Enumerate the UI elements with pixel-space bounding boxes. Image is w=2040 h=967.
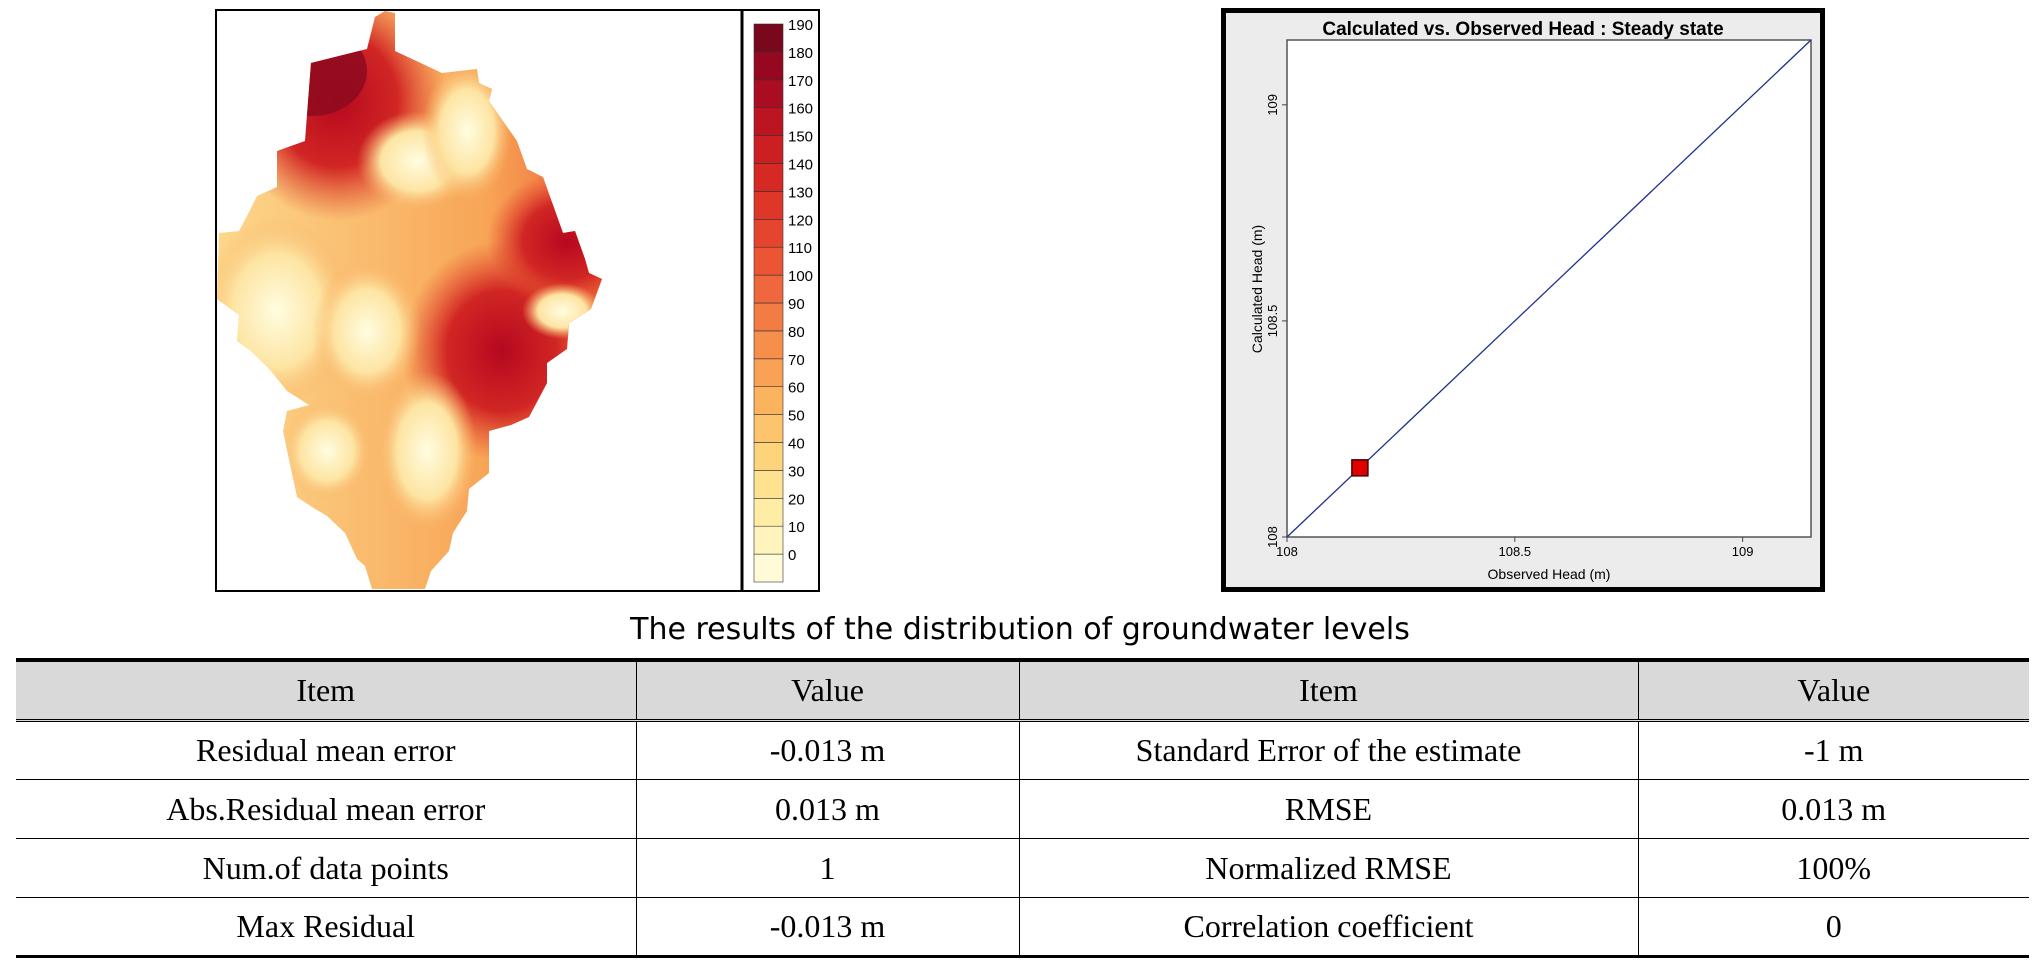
table-cell: RMSE <box>1019 779 1639 839</box>
colorbar-tick-label: 130 <box>788 184 813 201</box>
column-header: Item <box>1019 660 1639 721</box>
x-axis-label: Observed Head (m) <box>1488 566 1611 582</box>
table-row: Max Residual -0.013 m Correlation coeffi… <box>16 897 2029 957</box>
y-tick-label: 108.5 <box>1265 305 1280 338</box>
column-header: Value <box>1797 672 1871 708</box>
table-cell: 0 <box>1825 908 1842 944</box>
table-cell: -1 m <box>1803 732 1864 768</box>
colorbar-swatch <box>753 302 784 332</box>
x-tick-label: 109 <box>1732 544 1754 559</box>
colorbar-swatch <box>753 525 784 555</box>
colorbar-swatch <box>753 23 784 53</box>
scatter-plot-panel: Calculated vs. Observed Head : Steady st… <box>1221 8 1825 592</box>
colorbar-swatch <box>753 330 784 360</box>
colorbar-tick-label: 160 <box>788 101 813 118</box>
colorbar-tick-label: 110 <box>788 240 812 257</box>
table-cell: Normalized RMSE <box>1019 838 1639 898</box>
colorbar-tick-label: 140 <box>788 157 813 174</box>
colorbar-tick-label: 0 <box>788 547 796 564</box>
table-cell: 1 <box>636 838 1020 898</box>
colorbar-swatch <box>753 79 784 109</box>
colorbar-tick-label: 20 <box>788 491 805 508</box>
column-header: Item <box>16 660 637 721</box>
contour-map-panel: 0 10 20 30 40 50 60 70 80 90 100 110 120 130 140 150 160… <box>215 9 820 592</box>
colorbar-tick-label: 80 <box>788 324 805 341</box>
reference-line <box>1286 39 1812 538</box>
y-axis-label: Calculated Head (m) <box>1249 225 1265 353</box>
colorbar-tick-label: 120 <box>788 212 813 229</box>
colorbar-swatch <box>753 219 784 248</box>
colorbar-swatch <box>753 51 784 81</box>
table-cell: -0.013 m <box>636 720 1020 780</box>
colorbar-swatch <box>753 414 784 443</box>
scatter-title: Calculated vs. Observed Head : Steady st… <box>1322 19 1723 40</box>
contour-map: 0 10 20 30 40 50 60 70 80 90 100 110 120 130 140 150 160… <box>217 11 813 590</box>
colorbar-tick-label: 100 <box>788 268 813 285</box>
colorbar-swatch <box>753 135 784 164</box>
colorbar-tick-label: 60 <box>788 380 805 397</box>
colorbar: 0 10 20 30 40 50 60 70 80 90 100 110 120 130 140 150 160… <box>753 17 813 583</box>
table-cell: -0.013 m <box>636 897 1020 957</box>
y-tick-label: 109 <box>1265 94 1280 116</box>
table-cell: Correlation coefficient <box>1019 897 1639 957</box>
colorbar-swatch <box>753 358 784 387</box>
data-point <box>1351 459 1369 477</box>
colorbar-tick-label: 30 <box>788 463 805 480</box>
colorbar-swatch <box>753 163 784 192</box>
table-cell: 0.013 m <box>636 779 1020 839</box>
column-header: Value <box>636 660 1020 721</box>
table-cell: Num.of data points <box>16 838 637 898</box>
table-header-row: Item Value Item Value <box>16 660 2029 721</box>
table-cell: Standard Error of the estimate <box>1019 720 1639 780</box>
colorbar-swatch <box>753 442 784 471</box>
table-row: Num.of data points 1 Normalized RMSE 100… <box>16 838 2029 898</box>
y-tick-label: 108 <box>1265 526 1280 548</box>
table-cell: 0.013 m <box>1781 790 1887 827</box>
table-row: Abs.Residual mean error 0.013 m RMSE 0.0… <box>16 779 2029 839</box>
colorbar-tick-label: 180 <box>788 45 813 62</box>
colorbar-tick-label: 190 <box>788 17 813 34</box>
colorbar-swatch <box>753 274 784 304</box>
colorbar-tick-label: 170 <box>788 73 813 90</box>
scatter-plot: Calculated vs. Observed Head : Steady st… <box>1249 19 1812 582</box>
colorbar-swatch <box>753 246 784 276</box>
table-row: Residual mean error -0.013 m Standard Er… <box>16 720 2029 780</box>
colorbar-tick-label: 70 <box>788 352 805 369</box>
colorbar-tick-label: 10 <box>788 519 805 536</box>
x-tick-label: 108 <box>1276 544 1298 559</box>
table-cell: 100% <box>1796 849 1872 886</box>
colorbar-swatch <box>753 553 784 583</box>
colorbar-swatch <box>753 107 784 136</box>
colorbar-swatch <box>753 386 784 415</box>
colorbar-swatch <box>753 497 784 527</box>
colorbar-tick-label: 50 <box>788 408 805 425</box>
colorbar-tick-label: 90 <box>788 296 805 313</box>
figure-caption: The results of the distribution of groun… <box>630 612 1410 647</box>
results-table: Item Value Item Value Residual mean erro… <box>16 658 2029 958</box>
x-tick-label: 108.5 <box>1499 544 1532 559</box>
table-cell: Residual mean error <box>16 720 637 780</box>
colorbar-tick-label: 40 <box>788 436 805 453</box>
table-cell: Max Residual <box>16 897 637 957</box>
colorbar-swatch <box>753 191 784 220</box>
colorbar-tick-label: 150 <box>788 129 813 146</box>
colorbar-swatch <box>753 470 784 499</box>
table-cell: Abs.Residual mean error <box>16 779 637 839</box>
